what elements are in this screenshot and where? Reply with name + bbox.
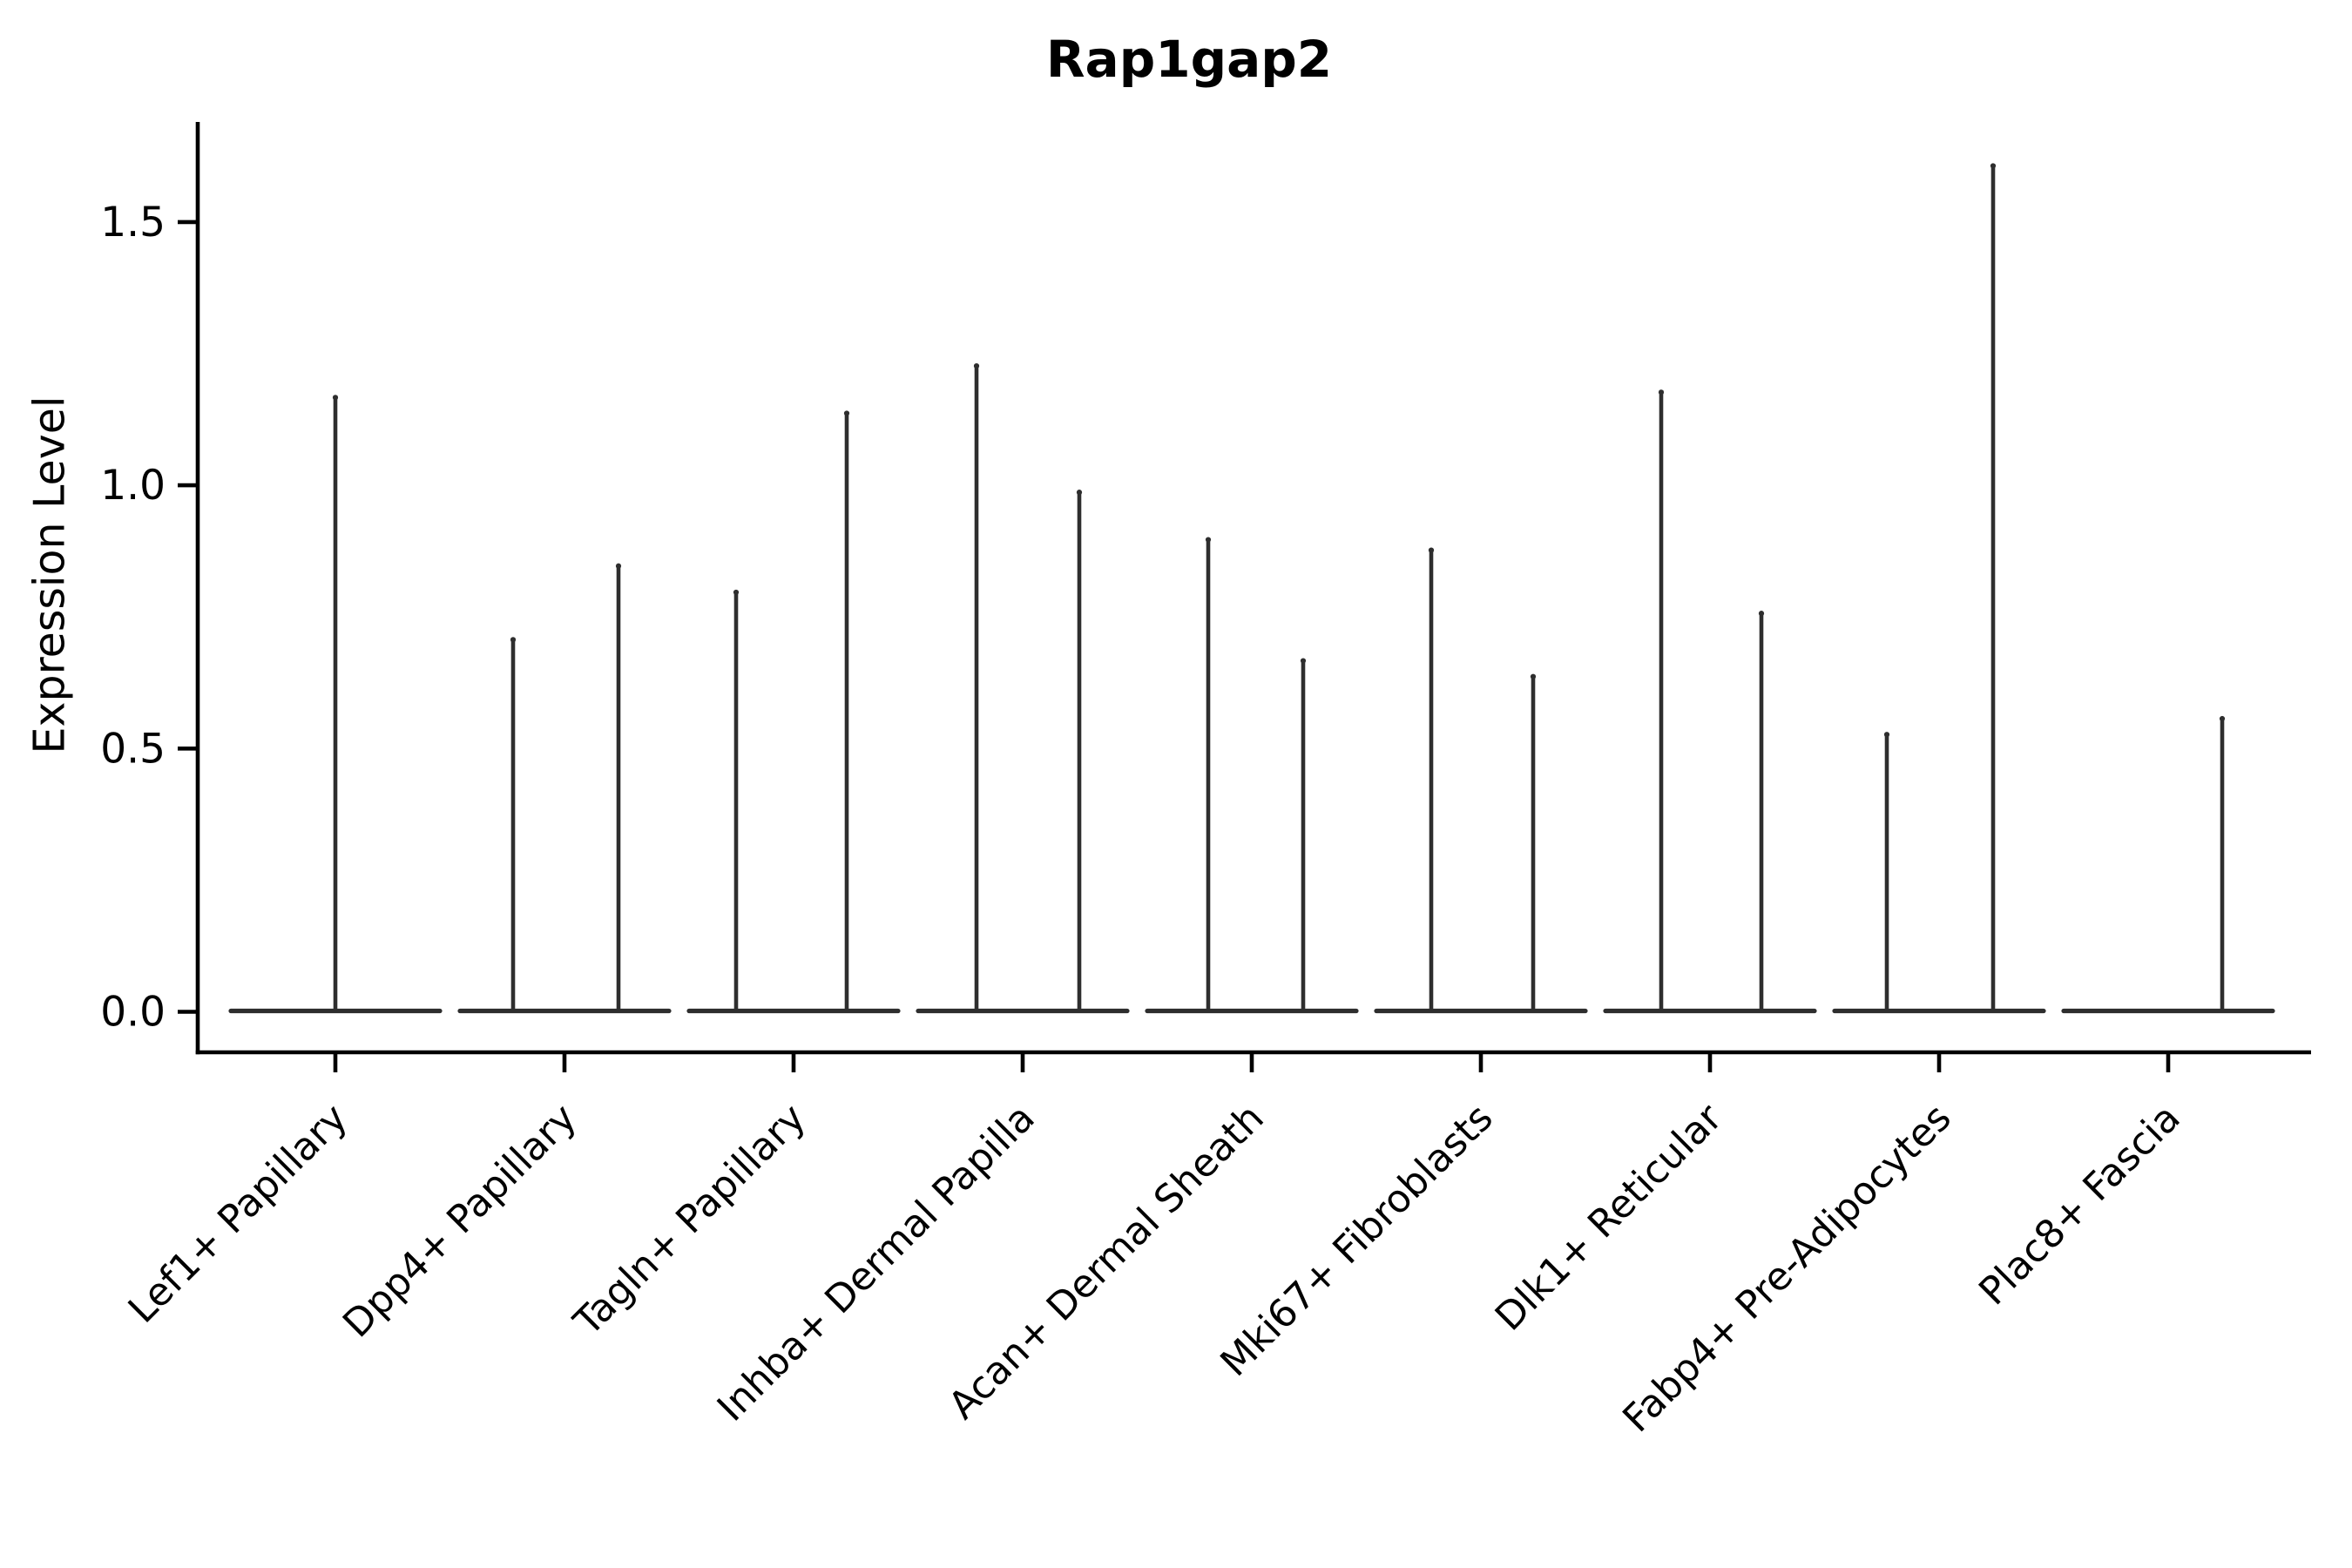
x-category-label: Tagln+ Papillary bbox=[565, 1096, 814, 1345]
x-category-label: Lef1+ Papillary bbox=[120, 1096, 356, 1332]
y-tick-label: 1.0 bbox=[100, 462, 166, 510]
y-tick-label: 0.5 bbox=[100, 725, 166, 773]
violin-spike-tip bbox=[1530, 673, 1537, 679]
violin-spike-tip bbox=[2219, 715, 2226, 722]
violin-spike-tip bbox=[733, 589, 740, 596]
violin-spike-tip bbox=[1300, 658, 1307, 664]
violin-spike-tip bbox=[1658, 389, 1665, 395]
violin-spike-tip bbox=[510, 637, 517, 643]
violin-spike-tip bbox=[973, 362, 980, 369]
violin-spike-tip bbox=[1883, 732, 1890, 738]
x-category-label: Plac8+ Fascia bbox=[1970, 1096, 2189, 1315]
violin-spike-tip bbox=[1205, 537, 1212, 543]
violin-spike-tip bbox=[843, 410, 850, 416]
chart-title: Rap1gap2 bbox=[1045, 30, 1333, 89]
x-category-label: Dpp4+ Papillary bbox=[335, 1096, 585, 1347]
violin-spike-tip bbox=[1076, 490, 1083, 496]
violin-spike-tip bbox=[615, 563, 622, 569]
x-category-label: Dlk1+ Reticular bbox=[1487, 1095, 1732, 1340]
y-tick-label: 0.0 bbox=[100, 989, 166, 1037]
y-axis-label: Expression Level bbox=[24, 395, 75, 754]
y-tick-label: 1.5 bbox=[100, 199, 166, 247]
violin-spike-tip bbox=[1990, 163, 1997, 169]
violin-spike-tip bbox=[332, 395, 339, 401]
violin-spike-tip bbox=[1758, 611, 1765, 617]
violin-spike-tip bbox=[1428, 547, 1435, 553]
